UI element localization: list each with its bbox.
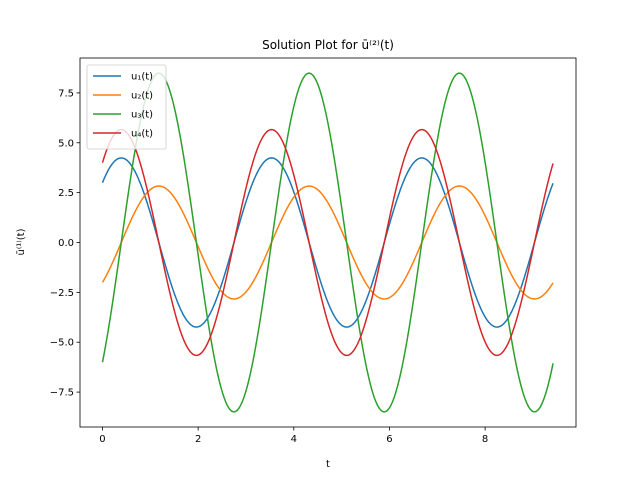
y-tick-label: 0.0 bbox=[58, 238, 74, 249]
y-tick-label: −2.5 bbox=[50, 288, 74, 299]
y-tick-label: −7.5 bbox=[50, 388, 74, 399]
legend: u₁(t) u₂(t) u₃(t) u₄(t) bbox=[86, 64, 167, 150]
legend-label-u1: u₁(t) bbox=[131, 72, 153, 83]
x-tick-label: 2 bbox=[195, 434, 201, 445]
series-line-u4 bbox=[101, 128, 554, 357]
series-line-u2 bbox=[101, 185, 554, 300]
series-line-u1 bbox=[101, 157, 554, 328]
x-axis: 0 2 4 6 8 bbox=[99, 427, 488, 445]
x-tick-label: 4 bbox=[291, 434, 297, 445]
x-axis-label: t bbox=[326, 459, 330, 470]
legend-label-u4: u₄(t) bbox=[131, 129, 153, 140]
y-tick-label: 2.5 bbox=[58, 188, 74, 199]
y-axis-label: ū⁽¹⁾(t) bbox=[16, 228, 27, 255]
y-tick-label: −5.0 bbox=[50, 338, 74, 349]
x-tick-label: 6 bbox=[386, 434, 392, 445]
legend-label-u2: u₂(t) bbox=[131, 91, 153, 102]
series-layer bbox=[101, 72, 554, 413]
series-line-u3 bbox=[101, 72, 554, 413]
y-axis: −7.5 −5.0 −2.5 0.0 2.5 5.0 7.5 bbox=[50, 88, 80, 399]
legend-box bbox=[86, 64, 167, 150]
y-tick-label: 7.5 bbox=[58, 88, 74, 99]
x-tick-label: 8 bbox=[482, 434, 488, 445]
x-tick-label: 0 bbox=[99, 434, 105, 445]
legend-label-u3: u₃(t) bbox=[131, 110, 153, 121]
chart-title: Solution Plot for ū⁽²⁾(t) bbox=[262, 38, 394, 52]
y-tick-label: 5.0 bbox=[58, 138, 74, 149]
